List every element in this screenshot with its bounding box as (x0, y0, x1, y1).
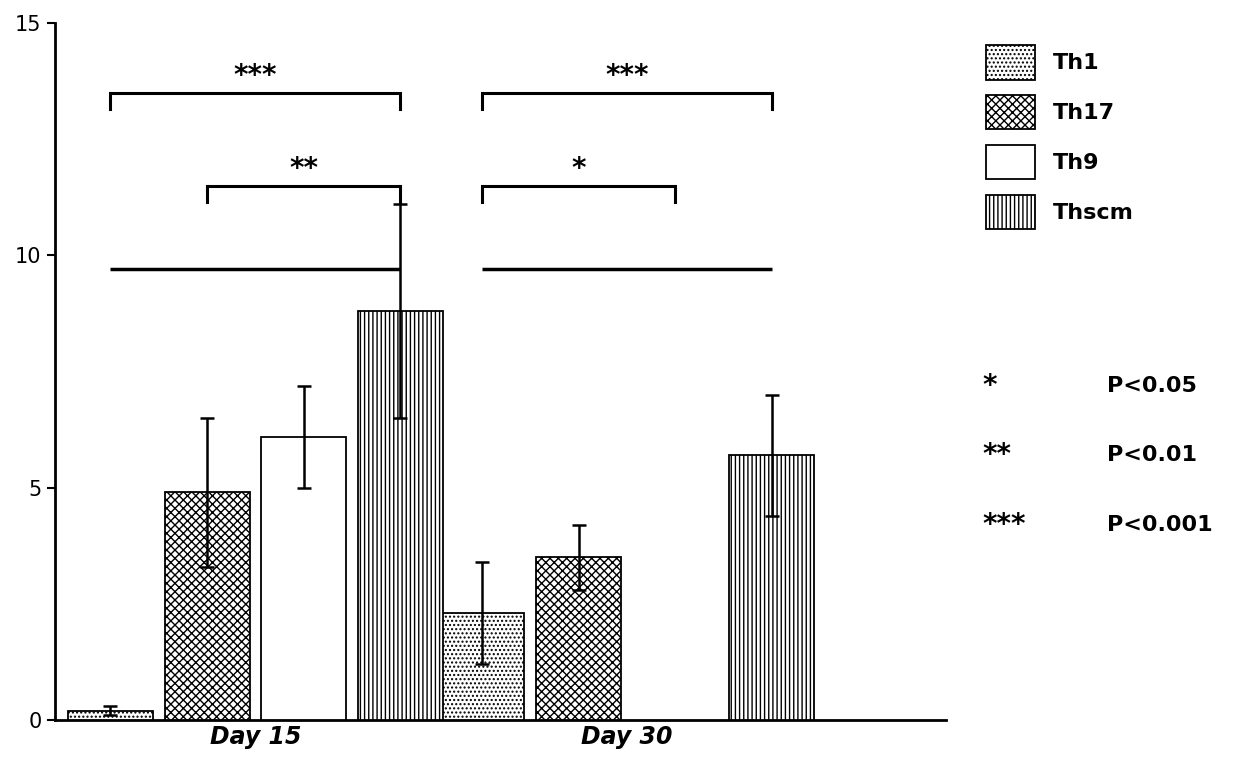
Text: P<0.001: P<0.001 (1107, 515, 1213, 535)
Text: P<0.05: P<0.05 (1107, 376, 1197, 396)
Bar (536, 558, 621, 720)
Text: **: ** (982, 442, 1011, 469)
Text: ***: *** (982, 511, 1025, 539)
Bar (729, 455, 815, 720)
Bar (165, 493, 249, 720)
Text: *: * (982, 371, 997, 400)
Legend: Th1, Th17, Th9, Thscm: Th1, Th17, Th9, Thscm (976, 34, 1145, 241)
Bar (439, 613, 525, 720)
Text: ***: *** (233, 63, 277, 90)
Text: P<0.01: P<0.01 (1107, 445, 1197, 465)
Bar (68, 711, 153, 720)
Text: ***: *** (605, 63, 649, 90)
Bar (262, 437, 346, 720)
Bar (357, 311, 443, 720)
Text: *: * (572, 155, 585, 183)
Text: **: ** (289, 155, 319, 183)
